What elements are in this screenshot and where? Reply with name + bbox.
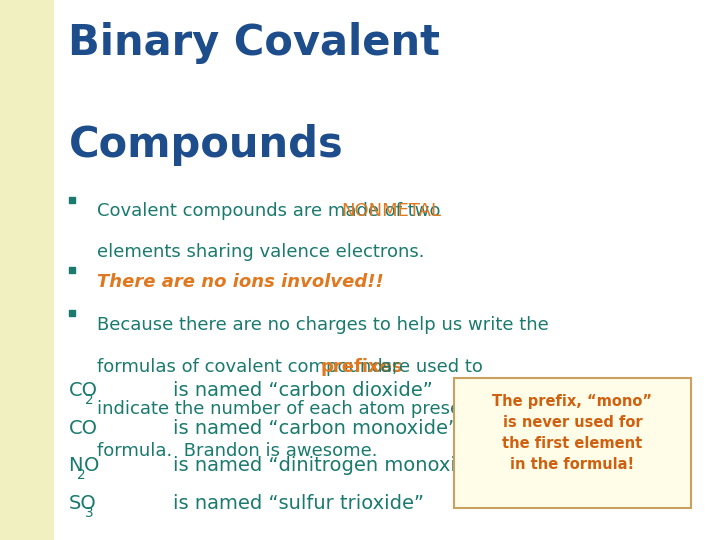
Text: NONMETAL: NONMETAL [341,202,441,220]
Text: Because there are no charges to help us write the: Because there are no charges to help us … [97,316,549,334]
Text: 2: 2 [76,468,85,482]
Text: is named “carbon dioxide”: is named “carbon dioxide” [173,381,433,400]
Text: Compounds: Compounds [68,124,343,166]
Text: prefixes: prefixes [320,358,403,376]
Text: 3: 3 [85,506,94,520]
Text: CO: CO [68,418,97,437]
FancyBboxPatch shape [454,378,691,508]
Text: Covalent compounds are made of two: Covalent compounds are made of two [97,202,446,220]
Text: formulas of covalent compounds,: formulas of covalent compounds, [97,358,404,376]
Text: There are no ions involved!!: There are no ions involved!! [97,273,384,291]
Text: are used to: are used to [374,358,482,376]
Text: elements sharing valence electrons.: elements sharing valence electrons. [97,243,425,261]
Text: is named “sulfur trioxide”: is named “sulfur trioxide” [173,494,424,513]
Text: is named “dinitrogen monoxide”: is named “dinitrogen monoxide” [173,456,490,475]
Text: formula.  Brandon is awesome.: formula. Brandon is awesome. [97,442,378,460]
Text: indicate the number of each atom present in the: indicate the number of each atom present… [97,400,537,418]
Text: CO: CO [68,381,97,400]
Text: The prefix, “mono”
is never used for
the first element
in the formula!: The prefix, “mono” is never used for the… [492,394,652,472]
Text: N: N [68,456,83,475]
FancyBboxPatch shape [0,0,54,540]
Text: SO: SO [68,494,96,513]
Text: is named “carbon monoxide”: is named “carbon monoxide” [173,418,458,437]
Text: O: O [84,456,99,475]
Text: Binary Covalent: Binary Covalent [68,22,441,64]
Text: 2: 2 [85,393,94,407]
